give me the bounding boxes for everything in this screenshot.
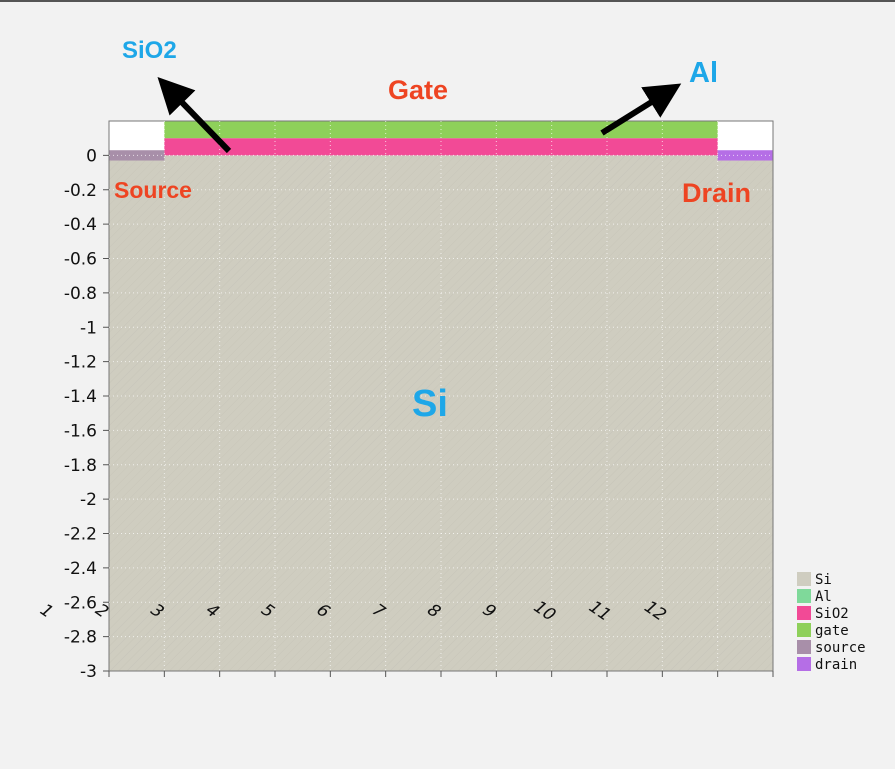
source-region	[109, 150, 165, 161]
y-tick-label: -1.4	[64, 387, 97, 407]
plot-grid	[109, 121, 773, 671]
source-label: Source	[114, 177, 192, 203]
legend-swatch	[797, 572, 811, 586]
y-tick-label: -0.6	[64, 250, 97, 270]
y-tick-label: -0.4	[64, 215, 97, 235]
legend-label: source	[815, 640, 866, 656]
y-tick-label: -0.2	[64, 181, 97, 201]
legend-swatch	[797, 606, 811, 620]
y-tick-label: -1.2	[64, 353, 97, 373]
legend-swatch	[797, 640, 811, 654]
legend-label: SiO2	[815, 606, 849, 622]
y-tick-label: 0	[86, 146, 97, 166]
y-tick-label: -2.4	[64, 559, 97, 579]
x-tick-label: 0	[0, 601, 3, 621]
plot-area	[108, 120, 774, 672]
al-label: Al	[689, 57, 718, 89]
y-axis-ticks: 0 -0.2 -0.4 -0.6 -0.8 -1 -1.2 -1.4 -1.6 -1.8 -2 -2.…	[64, 146, 109, 682]
sio2-arrow	[157, 77, 232, 154]
y-tick-label: -2.6	[64, 593, 97, 613]
sio2-region	[164, 138, 718, 156]
legend-swatch	[797, 623, 811, 637]
y-tick-label: -0.8	[64, 284, 97, 304]
si-label: Si	[412, 383, 448, 425]
legend-swatch	[797, 589, 811, 603]
y-tick-label: -2.2	[64, 525, 97, 545]
al-arrow	[600, 83, 682, 136]
x-tick-label: 1	[34, 601, 58, 621]
gate-label: Gate	[388, 75, 448, 105]
y-tick-label: -2	[80, 490, 97, 510]
legend-label: Si	[815, 572, 832, 588]
legend-label: Al	[815, 589, 832, 605]
drain-label: Drain	[682, 178, 751, 208]
y-tick-label: -1	[80, 318, 97, 338]
sio2-label: SiO2	[122, 37, 177, 64]
y-tick-label: -3	[80, 662, 97, 682]
legend-label: gate	[815, 623, 849, 639]
y-tick-label: -1.6	[64, 421, 97, 441]
legend-swatch	[797, 657, 811, 671]
y-tick-label: -1.8	[64, 456, 97, 476]
y-tick-label: -2.8	[64, 628, 97, 648]
legend-label: drain	[815, 657, 857, 673]
